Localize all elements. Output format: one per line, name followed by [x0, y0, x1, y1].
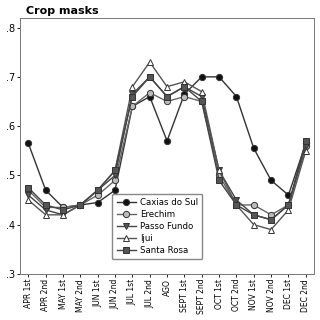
Erechim	[165, 100, 169, 103]
Passo Fundo	[131, 92, 134, 96]
Erechim	[61, 205, 65, 209]
Caxias do Sul	[304, 141, 308, 145]
Erechim	[131, 105, 134, 108]
Ijui	[27, 198, 30, 202]
Passo Fundo	[27, 193, 30, 197]
Ijui	[96, 188, 100, 192]
Passo Fundo	[148, 75, 152, 79]
Passo Fundo	[61, 213, 65, 217]
Caxias do Sul	[148, 95, 152, 99]
Erechim	[217, 173, 221, 177]
Santa Rosa	[96, 188, 100, 192]
Ijui	[78, 203, 82, 207]
Erechim	[182, 95, 186, 99]
Santa Rosa	[286, 203, 290, 207]
Caxias do Sul	[182, 92, 186, 96]
Caxias do Sul	[78, 203, 82, 207]
Ijui	[304, 149, 308, 153]
Caxias do Sul	[113, 188, 117, 192]
Caxias do Sul	[252, 146, 256, 150]
Line: Erechim: Erechim	[25, 90, 309, 218]
Santa Rosa	[235, 203, 238, 207]
Ijui	[235, 203, 238, 207]
Ijui	[200, 90, 204, 93]
Passo Fundo	[304, 144, 308, 148]
Santa Rosa	[200, 100, 204, 103]
Passo Fundo	[252, 213, 256, 217]
Caxias do Sul	[165, 139, 169, 143]
Santa Rosa	[61, 208, 65, 212]
Ijui	[61, 213, 65, 217]
Passo Fundo	[269, 218, 273, 222]
Ijui	[113, 169, 117, 172]
Santa Rosa	[78, 203, 82, 207]
Santa Rosa	[165, 95, 169, 99]
Santa Rosa	[27, 186, 30, 190]
Erechim	[200, 100, 204, 103]
Passo Fundo	[96, 188, 100, 192]
Santa Rosa	[44, 203, 48, 207]
Legend: Caxias do Sul, Erechim, Passo Fundo, Ijui, Santa Rosa: Caxias do Sul, Erechim, Passo Fundo, Iju…	[112, 194, 202, 260]
Passo Fundo	[286, 203, 290, 207]
Ijui	[286, 208, 290, 212]
Passo Fundo	[113, 173, 117, 177]
Santa Rosa	[269, 218, 273, 222]
Caxias do Sul	[131, 105, 134, 108]
Erechim	[113, 179, 117, 182]
Santa Rosa	[252, 213, 256, 217]
Santa Rosa	[182, 85, 186, 89]
Passo Fundo	[217, 169, 221, 172]
Caxias do Sul	[27, 141, 30, 145]
Ijui	[252, 223, 256, 227]
Passo Fundo	[165, 95, 169, 99]
Ijui	[182, 80, 186, 84]
Passo Fundo	[235, 198, 238, 202]
Passo Fundo	[182, 85, 186, 89]
Caxias do Sul	[61, 205, 65, 209]
Erechim	[78, 203, 82, 207]
Passo Fundo	[200, 95, 204, 99]
Ijui	[148, 60, 152, 64]
Caxias do Sul	[217, 75, 221, 79]
Line: Passo Fundo: Passo Fundo	[25, 74, 309, 223]
Passo Fundo	[78, 203, 82, 207]
Erechim	[27, 188, 30, 192]
Santa Rosa	[217, 179, 221, 182]
Santa Rosa	[113, 169, 117, 172]
Erechim	[252, 203, 256, 207]
Caxias do Sul	[44, 188, 48, 192]
Erechim	[148, 91, 152, 94]
Line: Ijui: Ijui	[25, 59, 309, 233]
Caxias do Sul	[235, 95, 238, 99]
Santa Rosa	[131, 95, 134, 99]
Erechim	[235, 203, 238, 207]
Line: Santa Rosa: Santa Rosa	[25, 74, 309, 223]
Ijui	[131, 85, 134, 89]
Erechim	[96, 193, 100, 197]
Caxias do Sul	[96, 201, 100, 204]
Ijui	[269, 228, 273, 232]
Caxias do Sul	[200, 75, 204, 79]
Ijui	[217, 169, 221, 172]
Caxias do Sul	[269, 179, 273, 182]
Ijui	[44, 213, 48, 217]
Text: Crop masks: Crop masks	[26, 5, 98, 16]
Santa Rosa	[148, 75, 152, 79]
Caxias do Sul	[286, 193, 290, 197]
Ijui	[165, 85, 169, 89]
Erechim	[44, 205, 48, 209]
Santa Rosa	[304, 139, 308, 143]
Erechim	[269, 213, 273, 217]
Erechim	[304, 144, 308, 148]
Line: Caxias do Sul: Caxias do Sul	[25, 74, 309, 211]
Erechim	[286, 203, 290, 207]
Passo Fundo	[44, 208, 48, 212]
